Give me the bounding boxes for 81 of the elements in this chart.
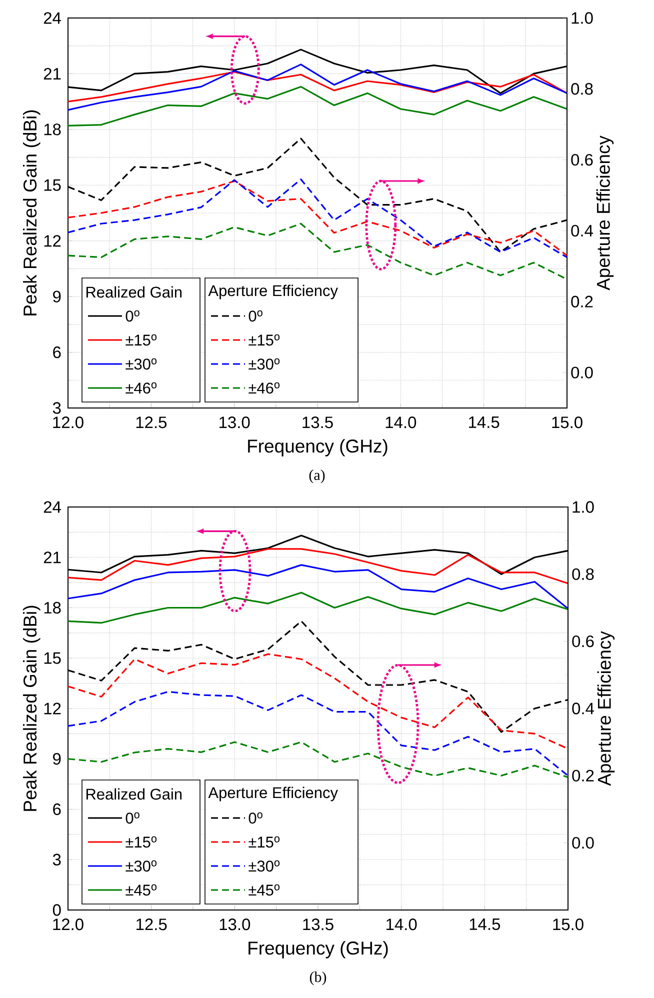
x-tick-label: 13.0	[220, 918, 250, 930]
line-series	[68, 222, 567, 280]
y2-tick-label: 0.4	[572, 702, 594, 714]
x-tick-label: 14.0	[386, 416, 416, 428]
y-tick-label: 18	[44, 124, 61, 136]
legend-label: 0$^{o}$	[126, 812, 140, 824]
y-tick-label: 0	[52, 904, 61, 916]
text: (a)	[309, 470, 325, 484]
y-tick-label: 24	[44, 12, 61, 24]
annotation: Aperture Efficiency	[208, 786, 338, 802]
x-axis-title: Frequency (GHz)	[248, 941, 388, 958]
y-tick-label: 24	[44, 501, 61, 513]
y-tick-label: 18	[44, 602, 61, 614]
y2-tick-label: 1.0	[572, 12, 593, 24]
legend-label: ±30$^{o}$	[126, 860, 157, 872]
legend-label: ±30$^{o}$	[248, 860, 280, 872]
y-tick-label: 21	[44, 552, 61, 564]
x-tick-label: 15.0	[553, 918, 584, 930]
y-tick-label: 15	[44, 652, 61, 664]
y-tick-label: 15	[44, 179, 61, 191]
line-series	[68, 690, 568, 776]
annotation: Realized Gain	[86, 788, 182, 800]
x-tick-label: 13.0	[220, 416, 250, 428]
y-tick-label: 21	[44, 68, 61, 80]
legend-label: ±30$^{o}$	[126, 358, 157, 370]
y-tick-label: 12	[44, 702, 61, 714]
y-axis-title: Peak Realized Gain (dBi)	[23, 606, 40, 811]
line-series	[68, 564, 568, 610]
legend-label: ±15$^{o}$	[126, 334, 157, 346]
y-tick-label: 3	[52, 854, 61, 866]
legend-label: ±15$^{o}$	[248, 334, 280, 346]
y-tick-label: 12	[44, 235, 61, 247]
y2-tick-label: 0.0	[572, 836, 594, 849]
annotation: Realized Gain	[86, 286, 182, 298]
x-tick-label: 13.5	[302, 416, 333, 428]
x-tick-label: 12.5	[136, 918, 167, 930]
y2-tick-label: 0.2	[571, 296, 593, 308]
legend-label: 0$^{o}$	[248, 812, 262, 824]
y2-tick-label: 0.8	[572, 568, 594, 580]
legend-label: ±15$^{o}$	[126, 836, 157, 848]
y-axis-title: Peak Realized Gain (dBi)	[23, 110, 40, 316]
x-axis-title: Frequency (GHz)	[248, 439, 388, 456]
y2-axis-title: Aperture Efficiency	[596, 136, 614, 290]
line-series	[68, 741, 568, 778]
legend-label: ±45$^{o}$	[248, 884, 280, 896]
annotation: Aperture Efficiency	[208, 284, 338, 300]
line-series	[68, 64, 567, 111]
legend-label: ±45$^{o}$	[126, 884, 157, 896]
y2-tick-label: 0.2	[572, 770, 594, 782]
y2-axis-title: Aperture Efficiency	[597, 631, 615, 786]
legend-label: 0$^{o}$	[248, 310, 262, 322]
x-tick-label: 12.5	[136, 416, 167, 428]
legend-label: ±46$^{o}$	[126, 382, 157, 394]
x-tick-label: 12.0	[53, 918, 84, 930]
line-series	[68, 86, 567, 127]
legend-label: ±46$^{o}$	[248, 382, 280, 394]
y-tick-label: 9	[53, 753, 61, 765]
line-series	[68, 548, 568, 584]
x-tick-label: 12.0	[53, 416, 84, 428]
x-tick-label: 14.0	[386, 918, 417, 930]
legend-label: ±15$^{o}$	[248, 836, 280, 848]
line-series	[68, 653, 568, 750]
y-tick-label: 9	[53, 290, 61, 302]
y2-tick-label: 0.8	[571, 83, 593, 95]
y-tick-label: 6	[53, 803, 61, 816]
x-tick-label: 13.5	[303, 918, 334, 930]
legend-label: 0$^{o}$	[126, 310, 140, 322]
y2-tick-label: 1.0	[572, 501, 594, 513]
text: (b)	[310, 972, 326, 986]
line-series	[68, 71, 567, 102]
y2-tick-label: 0.0	[571, 366, 593, 378]
y2-tick-label: 0.6	[571, 154, 593, 166]
y2-tick-label: 0.4	[571, 224, 593, 237]
x-tick-label: 15.0	[552, 416, 582, 428]
y2-tick-label: 0.6	[572, 635, 594, 648]
x-tick-label: 14.5	[469, 416, 500, 428]
y-tick-label: 6	[53, 346, 61, 358]
y-tick-label: 3	[52, 402, 61, 414]
line-series	[68, 592, 568, 624]
x-tick-label: 14.5	[470, 918, 500, 930]
legend-label: ±30$^{o}$	[248, 358, 280, 370]
